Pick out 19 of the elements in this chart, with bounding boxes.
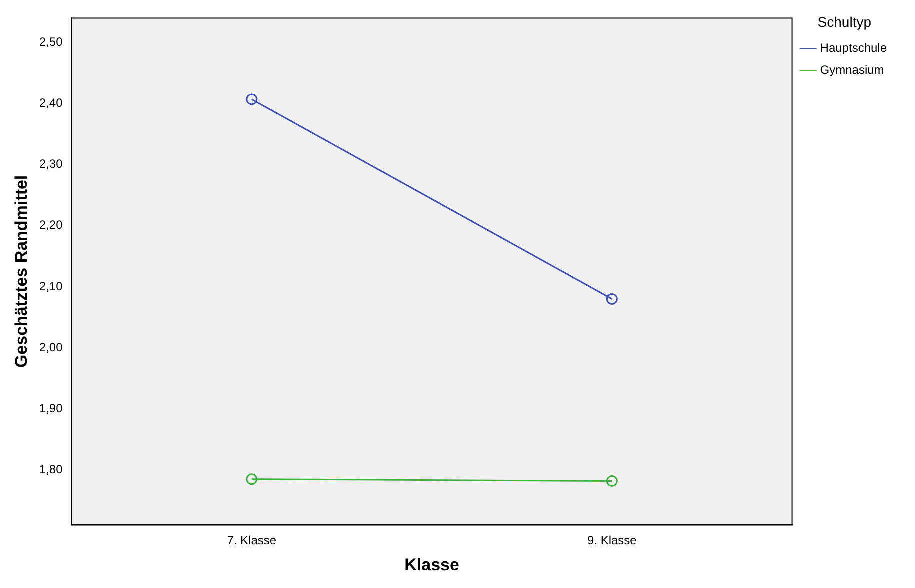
- legend-title: Schultyp: [818, 14, 872, 30]
- y-tick-label: 1,90: [39, 401, 64, 416]
- point: [606, 293, 618, 305]
- x-tick-label: 9. Klasse: [587, 534, 638, 548]
- y-tick-label: 2,10: [39, 279, 64, 294]
- point: [606, 475, 618, 487]
- y-tick-label: 2,00: [39, 340, 64, 354]
- y-tick-label: 2,20: [39, 218, 64, 232]
- legend-label: Gymnasium: [820, 63, 884, 78]
- point: [246, 94, 258, 106]
- x-tick-label: 7. Klasse: [227, 534, 277, 548]
- point: [246, 474, 258, 486]
- y-tick-label: 2,50: [39, 34, 64, 49]
- y-tick-label: 2,40: [39, 96, 64, 110]
- legend-label: Hauptschule: [820, 41, 888, 56]
- y-tick-label: 1,80: [39, 462, 64, 477]
- x-axis-title: Klasse: [404, 555, 460, 574]
- y-tick-label: 2,30: [39, 157, 64, 172]
- y-axis-title: Geschätztes Randmittel: [12, 175, 31, 368]
